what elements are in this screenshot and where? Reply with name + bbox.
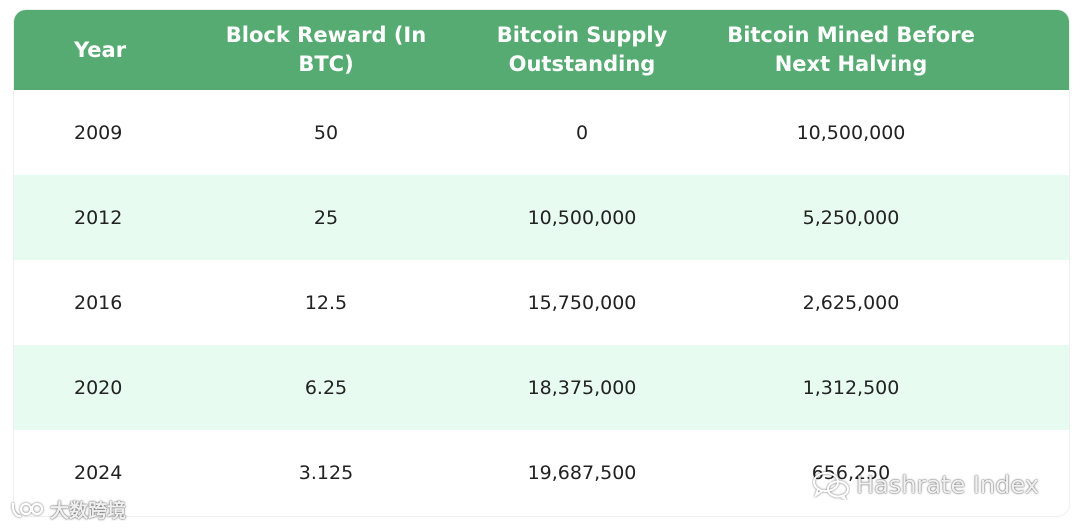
cell-mined-before-halving: 2,625,000 — [802, 291, 900, 314]
header-year-label: Year — [74, 37, 127, 62]
cell-supply-outstanding: 10,500,000 — [527, 206, 637, 229]
header-supply-outstanding: Bitcoin Supply Outstanding — [450, 10, 714, 90]
bitcoin-halving-table: Year Block Reward (In BTC) Bitcoin Suppl… — [14, 10, 1069, 516]
table-row: 2016 12.5 15,750,000 2,625,000 — [14, 260, 1069, 345]
cell-year: 2012 — [74, 206, 123, 229]
header-mined-line1: Bitcoin Mined Before — [727, 23, 975, 47]
cell-mined-before-halving: 5,250,000 — [802, 206, 900, 229]
header-block-reward: Block Reward (In BTC) — [202, 10, 450, 90]
cell-block-reward: 50 — [313, 121, 339, 144]
header-block-reward-line2: BTC) — [298, 52, 354, 76]
cell-mined-before-halving: 656,250 — [811, 462, 891, 484]
cell-block-reward: 25 — [313, 206, 339, 229]
cell-mined-before-halving: 10,500,000 — [796, 121, 906, 144]
table-row: 2009 50 0 10,500,000 — [14, 90, 1069, 175]
header-supply-line1: Bitcoin Supply — [496, 23, 668, 47]
cell-mined-before-halving: 1,312,500 — [802, 376, 900, 399]
cell-supply-outstanding: 19,687,500 — [527, 462, 637, 484]
cell-supply-outstanding: 15,750,000 — [527, 291, 637, 314]
cell-year: 2009 — [74, 121, 123, 144]
cell-year: 2020 — [74, 376, 123, 399]
cell-block-reward: 6.25 — [304, 376, 348, 399]
table-row: 2024 3.125 19,687,500 656,250 — [14, 430, 1069, 516]
table-header-row: Year Block Reward (In BTC) Bitcoin Suppl… — [14, 10, 1069, 90]
header-year: Year — [14, 10, 202, 90]
header-block-reward-line1: Block Reward (In — [225, 23, 427, 47]
header-mined-line2: Next Halving — [774, 52, 928, 76]
table-row: 2020 6.25 18,375,000 1,312,500 — [14, 345, 1069, 430]
header-supply-line2: Outstanding — [508, 52, 656, 76]
cell-supply-outstanding: 18,375,000 — [527, 376, 637, 399]
cell-year: 2016 — [74, 291, 123, 314]
cell-year: 2024 — [74, 462, 123, 484]
header-mined-before-halving: Bitcoin Mined Before Next Halving — [714, 10, 988, 90]
cell-block-reward: 12.5 — [304, 291, 348, 314]
cell-supply-outstanding: 0 — [575, 121, 589, 144]
cell-block-reward: 3.125 — [298, 462, 354, 484]
table-row: 2012 25 10,500,000 5,250,000 — [14, 175, 1069, 260]
